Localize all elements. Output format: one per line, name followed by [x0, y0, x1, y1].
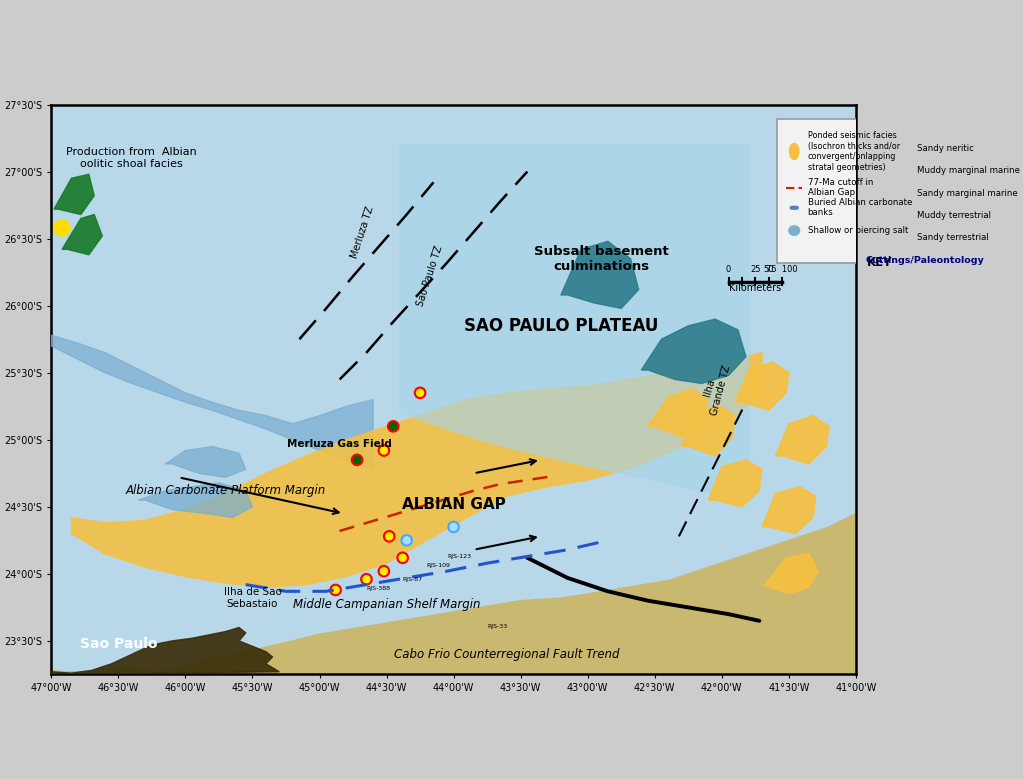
Text: RJS-388: RJS-388: [366, 586, 391, 591]
Polygon shape: [400, 145, 749, 500]
Circle shape: [390, 423, 397, 430]
Polygon shape: [72, 353, 762, 587]
Text: Buried Albian carbonate
banks: Buried Albian carbonate banks: [807, 198, 911, 217]
Circle shape: [354, 456, 360, 464]
Circle shape: [898, 231, 910, 244]
Polygon shape: [762, 487, 815, 534]
Text: Albian Carbonate Platform Margin: Albian Carbonate Platform Margin: [126, 485, 325, 497]
Text: Ilha de Sao
Sebastaio: Ilha de Sao Sebastaio: [224, 587, 281, 609]
Circle shape: [898, 187, 910, 199]
Text: Merluza Gas Field: Merluza Gas Field: [287, 439, 392, 449]
Circle shape: [900, 233, 908, 241]
Text: Ilha
Grande TZ: Ilha Grande TZ: [698, 361, 732, 417]
Text: Sao Paulo: Sao Paulo: [80, 636, 158, 650]
Polygon shape: [561, 241, 638, 308]
Polygon shape: [681, 407, 736, 456]
Circle shape: [388, 421, 399, 432]
Circle shape: [399, 555, 406, 562]
Polygon shape: [62, 214, 102, 255]
Text: RJS-109: RJS-109: [427, 563, 451, 568]
Text: KEY: KEY: [868, 256, 893, 269]
Polygon shape: [648, 389, 708, 437]
Text: Muddy terrestrial: Muddy terrestrial: [917, 210, 990, 220]
Circle shape: [54, 220, 71, 236]
Circle shape: [900, 167, 908, 175]
Text: Subsalt basement
culminations: Subsalt basement culminations: [534, 245, 668, 273]
Circle shape: [397, 552, 408, 563]
Circle shape: [403, 537, 410, 544]
Circle shape: [361, 573, 372, 585]
Polygon shape: [762, 554, 818, 594]
Text: Kilometers: Kilometers: [729, 283, 782, 293]
Text: Ponded seismic facies
(Isochron thicks and/or
convergent/onlapping
stratal geome: Ponded seismic facies (Isochron thicks a…: [807, 132, 900, 171]
Text: Muddy marginal marine: Muddy marginal marine: [917, 167, 1020, 175]
Circle shape: [450, 523, 457, 530]
Text: Cabo Frio Counterregional Fault Trend: Cabo Frio Counterregional Fault Trend: [395, 648, 620, 661]
Circle shape: [379, 445, 390, 456]
Text: Middle Campanian Shelf Margin: Middle Campanian Shelf Margin: [293, 598, 481, 612]
Text: RJS-123: RJS-123: [447, 554, 471, 559]
Text: Shallow or piercing salt: Shallow or piercing salt: [807, 226, 908, 235]
Circle shape: [414, 387, 426, 399]
Text: 75  100: 75 100: [766, 265, 798, 274]
Circle shape: [900, 189, 908, 197]
Polygon shape: [736, 362, 789, 411]
Circle shape: [381, 447, 388, 454]
Circle shape: [900, 211, 908, 219]
Text: 0: 0: [726, 265, 731, 274]
Text: 50: 50: [763, 265, 774, 274]
Polygon shape: [51, 335, 373, 469]
Polygon shape: [51, 628, 279, 675]
Polygon shape: [138, 483, 253, 517]
Ellipse shape: [790, 143, 799, 160]
Text: RJS-33: RJS-33: [487, 623, 507, 629]
Polygon shape: [708, 460, 762, 507]
Circle shape: [900, 145, 908, 153]
Ellipse shape: [789, 226, 800, 235]
Circle shape: [379, 566, 390, 576]
Text: ALBIAN GAP: ALBIAN GAP: [402, 497, 505, 512]
Text: RJS-87: RJS-87: [403, 576, 422, 582]
Circle shape: [384, 530, 395, 542]
Circle shape: [898, 209, 910, 221]
Circle shape: [352, 454, 363, 466]
Text: 25: 25: [750, 265, 760, 274]
Circle shape: [401, 534, 412, 546]
Polygon shape: [51, 513, 856, 675]
Circle shape: [332, 587, 339, 594]
Circle shape: [448, 521, 459, 533]
Circle shape: [898, 143, 910, 155]
Circle shape: [898, 164, 910, 178]
Text: Sandy marginal marine: Sandy marginal marine: [917, 189, 1018, 198]
Text: 77-Ma cutoff in
Albian Gap: 77-Ma cutoff in Albian Gap: [807, 178, 873, 197]
FancyBboxPatch shape: [776, 119, 983, 263]
Text: SAO PAULO PLATEAU: SAO PAULO PLATEAU: [463, 317, 658, 335]
Text: Merluza TZ: Merluza TZ: [349, 205, 375, 259]
Text: Sao Paulo TZ: Sao Paulo TZ: [415, 245, 444, 308]
Text: Cuttings/Paleontology: Cuttings/Paleontology: [865, 256, 984, 265]
Polygon shape: [775, 416, 829, 464]
Text: Production from  Albian
oolitic shoal facies: Production from Albian oolitic shoal fac…: [66, 147, 197, 169]
Circle shape: [330, 584, 342, 596]
Circle shape: [381, 568, 388, 575]
Circle shape: [363, 576, 370, 583]
Text: Sandy neritic: Sandy neritic: [917, 144, 974, 153]
Circle shape: [386, 533, 393, 540]
Circle shape: [416, 390, 424, 397]
Polygon shape: [54, 174, 94, 214]
Text: Sandy terrestrial: Sandy terrestrial: [917, 233, 988, 241]
Polygon shape: [641, 319, 746, 383]
Polygon shape: [166, 446, 246, 478]
